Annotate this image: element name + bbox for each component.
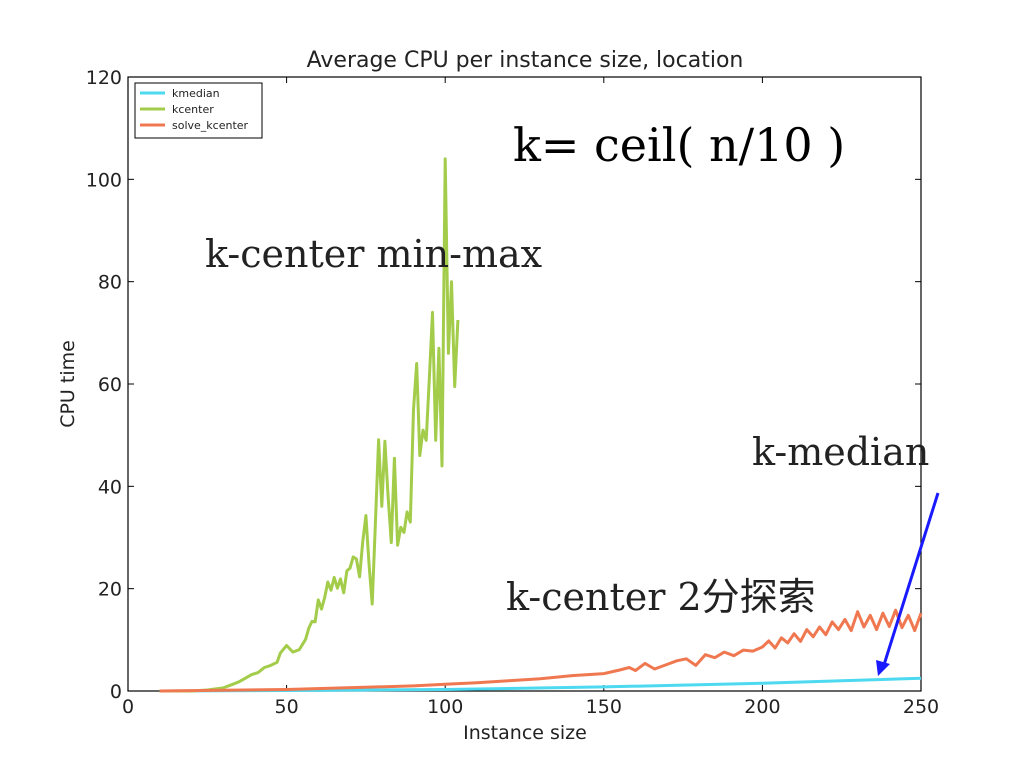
series-line-kcenter [159,157,460,693]
y-tick-label: 60 [98,374,122,396]
y-tick-label: 40 [98,476,122,498]
arrow-shaft [881,492,940,669]
x-tick-label: 250 [903,696,939,718]
y-tick-label: 80 [98,272,122,294]
kcenter-minmax-annotation: k-center min-max [205,232,543,276]
x-tick-label: 100 [427,696,463,718]
kcenter-binary-search-annotation: k-center 2分探索 [506,575,816,619]
formula-annotation: k= ceil( n/10 ) [513,118,846,172]
x-tick-label: 0 [122,696,134,718]
legend-label: kcenter [172,103,214,116]
kmedian-annotation: k-median [752,430,930,474]
axis-ticks: 0 50 100 150 200 250 0 20 40 60 80 100 120 [86,67,939,718]
chart-title: Average CPU per instance size, location [307,48,744,73]
y-tick-label: 0 [110,681,122,703]
legend: kmedian kcenter solve_kcenter [134,82,263,139]
legend-label: kmedian [172,87,220,100]
x-tick-label: 50 [275,696,299,718]
x-tick-label: 200 [744,696,780,718]
x-axis-label: Instance size [463,722,587,744]
y-axis-label: CPU time [57,340,79,428]
legend-label: solve_kcenter [172,119,249,132]
arrow-head [876,660,890,676]
y-tick-label: 100 [86,169,122,191]
arrow-icon [876,492,940,676]
x-tick-label: 150 [586,696,622,718]
series-line-solve-kcenter [159,608,923,693]
y-tick-label: 120 [86,67,122,89]
series-lines [159,157,923,693]
y-tick-label: 20 [98,579,122,601]
